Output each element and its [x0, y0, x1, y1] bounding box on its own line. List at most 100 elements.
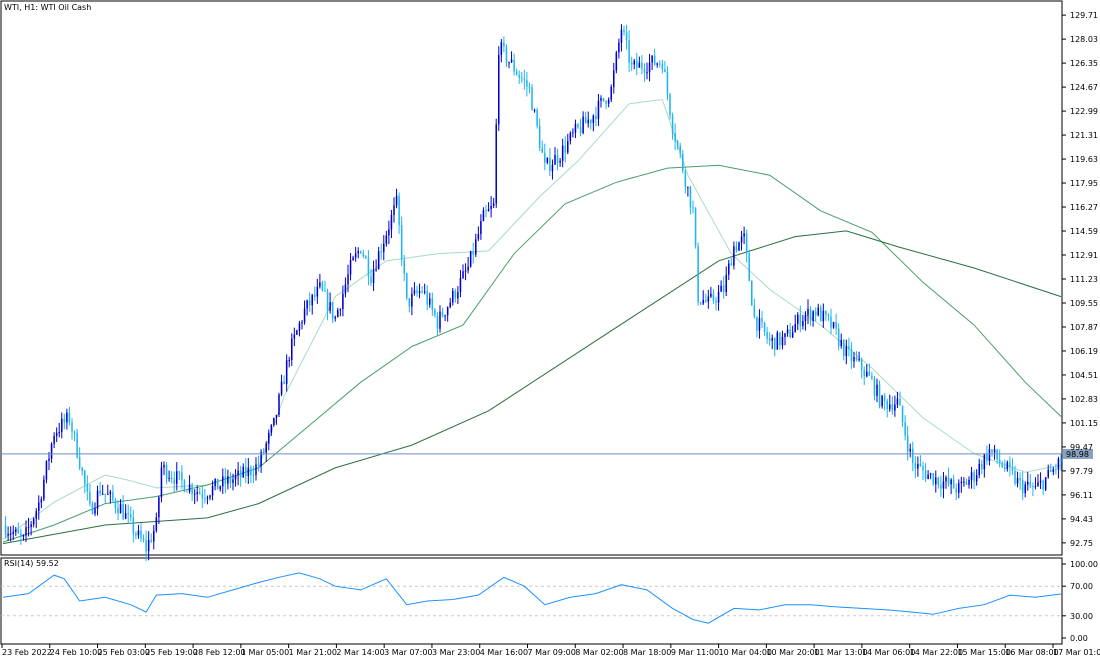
candle-body	[682, 153, 684, 172]
current-price-tag-label: 98.98	[1066, 450, 1089, 459]
candles	[4, 24, 1062, 562]
candle-body	[183, 480, 186, 492]
candle-body	[733, 246, 735, 266]
candle-body	[475, 239, 477, 255]
candle-body	[740, 236, 743, 243]
candle-body	[490, 205, 492, 210]
time-tick-label: 2 Mar 14:00	[336, 648, 384, 657]
candle-body	[699, 302, 702, 304]
candle-body	[298, 323, 301, 331]
candle-body	[434, 309, 436, 316]
candle-body	[590, 119, 592, 124]
candle-body	[607, 99, 610, 104]
candle-body	[779, 332, 781, 346]
candle-body	[413, 290, 416, 294]
candle-body	[150, 539, 152, 542]
candle-body	[605, 100, 607, 104]
candle-body	[771, 337, 773, 341]
candle-body	[219, 486, 221, 490]
candle-body	[275, 414, 278, 418]
candle-body	[904, 422, 906, 436]
candle-body	[981, 463, 983, 470]
price-tick-label: 92.75	[1070, 539, 1093, 548]
candle-body	[117, 507, 119, 514]
candle-body	[809, 308, 812, 321]
candle-body	[12, 532, 14, 534]
candle-body	[500, 42, 503, 55]
candle-body	[449, 302, 451, 308]
candle-body	[878, 384, 881, 407]
candle-body	[653, 55, 656, 65]
candle-body	[725, 274, 727, 293]
price-axis: 129.71 128.03 126.35 124.67 122.99 121.31 119.…	[1062, 11, 1098, 548]
candle-body	[807, 308, 809, 316]
candle-body	[628, 40, 630, 63]
candle-body	[942, 481, 945, 489]
price-tick-label: 119.63	[1070, 155, 1098, 164]
candle-body	[687, 186, 689, 188]
price-tick-label: 101.15	[1070, 419, 1098, 428]
candle-body	[945, 477, 947, 482]
time-tick-label: 1 Mar 21:00	[289, 648, 337, 657]
candle-body	[538, 125, 541, 149]
candle-body	[196, 492, 198, 494]
candle-body	[311, 294, 313, 306]
candle-body	[245, 466, 247, 477]
candle-body	[165, 464, 168, 479]
candle-body	[303, 308, 306, 323]
candle-body	[20, 533, 22, 536]
candle-body	[567, 141, 569, 153]
candle-body	[896, 398, 899, 405]
candle-body	[843, 339, 845, 357]
candle-body	[671, 115, 674, 134]
candle-body	[1047, 469, 1049, 478]
candle-body	[354, 253, 357, 258]
candle-body	[728, 263, 730, 275]
candle-body	[909, 448, 911, 452]
candle-body	[630, 62, 633, 65]
candle-body	[1050, 469, 1052, 472]
candle-body	[163, 464, 165, 468]
candle-body	[968, 479, 970, 485]
candle-body	[160, 467, 163, 498]
candle-body	[753, 305, 756, 317]
candle-body	[329, 302, 331, 311]
candle-body	[1016, 478, 1019, 484]
candle-body	[454, 290, 457, 299]
rsi-axis: 100.00 70.00 30.00 0.00	[1062, 560, 1098, 643]
candle-body	[786, 329, 789, 334]
candle-body	[1032, 486, 1034, 488]
candle-body	[145, 540, 147, 552]
candle-body	[912, 448, 914, 464]
candle-body	[789, 329, 791, 338]
candle-body	[308, 300, 311, 306]
candle-body	[337, 309, 339, 317]
candle-body	[745, 233, 748, 254]
candle-body	[661, 63, 664, 70]
candle-body	[697, 246, 699, 303]
candle-body	[595, 115, 597, 120]
candle-body	[191, 484, 193, 495]
candle-body	[768, 338, 771, 341]
candle-body	[485, 210, 487, 212]
candle-body	[388, 229, 390, 236]
candle-body	[291, 338, 293, 361]
candle-body	[1044, 477, 1047, 490]
candle-body	[774, 337, 776, 350]
candle-body	[232, 479, 234, 483]
candle-body	[659, 63, 661, 65]
time-tick-label: 10 Mar 20:00	[766, 648, 819, 657]
time-tick-label: 8 Mar 18:00	[623, 648, 671, 657]
candle-body	[357, 251, 359, 254]
candle-body	[441, 311, 444, 317]
candle-body	[390, 214, 393, 230]
candle-body	[1019, 478, 1021, 481]
candle-body	[416, 290, 418, 294]
candle-body	[937, 477, 940, 485]
candle-body	[924, 470, 927, 479]
moving-average-line-1	[2, 98, 1062, 540]
candle-body	[641, 62, 643, 69]
candle-body	[452, 290, 454, 303]
candle-body	[362, 253, 365, 257]
rsi-series	[2, 572, 1062, 624]
